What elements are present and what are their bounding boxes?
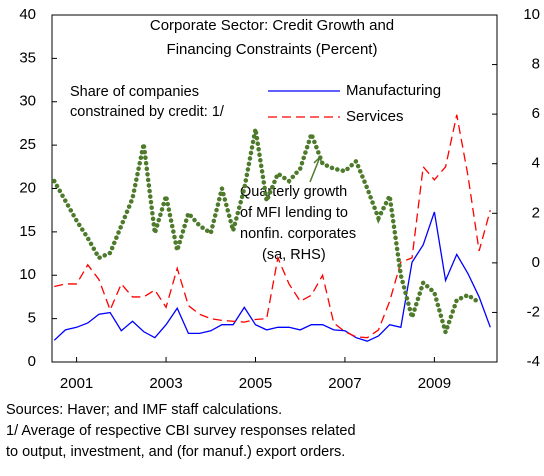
annotation-background <box>236 180 378 262</box>
y2-tick-label: -4 <box>527 353 540 370</box>
footnote: 1/ Average of respective CBI survey resp… <box>6 423 356 439</box>
legend-label: Manufacturing <box>346 82 441 99</box>
y2-tick-label: 4 <box>532 155 540 172</box>
y-tick-label: 40 <box>19 6 36 23</box>
series-line <box>53 211 491 342</box>
y-tick-label: 30 <box>19 93 36 110</box>
x-tick-label: 2009 <box>418 375 451 392</box>
y-tick-label: 5 <box>28 310 36 327</box>
footnote: to output, investment, and (for manuf.) … <box>6 444 345 460</box>
y-tick-label: 10 <box>19 266 36 283</box>
annotation: Quarterly growth <box>240 184 347 200</box>
annotation: Share of companies <box>70 84 199 100</box>
series-line <box>51 127 482 340</box>
y-tick-label: 35 <box>19 49 36 66</box>
footnote: Sources: Haver; and IMF staff calculatio… <box>6 402 282 418</box>
series-line <box>54 114 491 339</box>
y2-tick-label: 6 <box>532 105 540 122</box>
y2-tick-label: 10 <box>523 6 540 23</box>
x-tick-label: 2005 <box>239 375 272 392</box>
y-tick-label: 25 <box>19 136 36 153</box>
y2-tick-label: -2 <box>527 303 540 320</box>
x-tick-label: 2007 <box>328 375 361 392</box>
x-tick-label: 2003 <box>149 375 182 392</box>
y-tick-label: 0 <box>28 353 36 370</box>
legend-label: Services <box>346 108 404 125</box>
annotation: (sa, RHS) <box>262 247 326 263</box>
x-tick-label: 2001 <box>60 375 93 392</box>
y-tick-label: 15 <box>19 223 36 240</box>
y2-tick-label: 2 <box>532 204 540 221</box>
annotation-arrow <box>309 156 321 183</box>
annotation: of MFI lending to <box>240 205 348 221</box>
y-tick-label: 20 <box>19 179 36 196</box>
annotation: constrained by credit: 1/ <box>70 104 225 120</box>
y2-tick-label: 8 <box>532 56 540 73</box>
annotation: nonfin. corporates <box>240 226 356 242</box>
chart-title: Financing Constraints (Percent) <box>167 41 378 58</box>
y2-tick-label: 0 <box>532 254 540 271</box>
chart-title: Corporate Sector: Credit Growth and <box>150 17 394 34</box>
